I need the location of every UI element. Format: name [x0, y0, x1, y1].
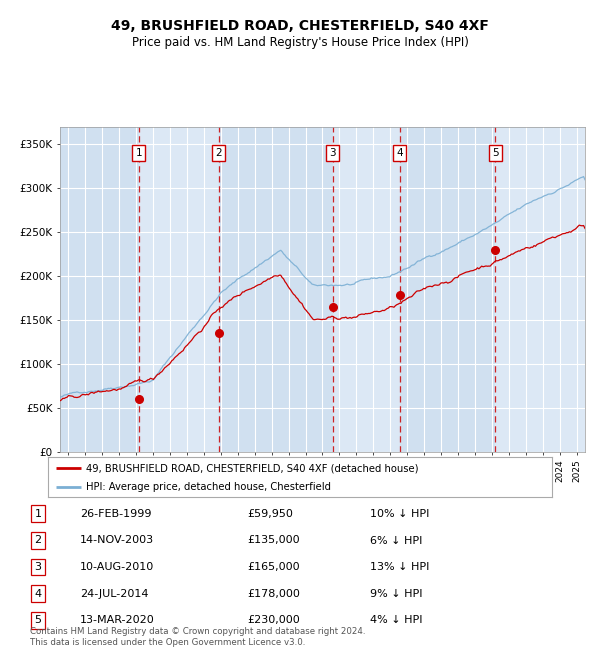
- Text: £165,000: £165,000: [247, 562, 300, 572]
- Text: 4: 4: [397, 148, 403, 158]
- Text: 3: 3: [34, 562, 41, 572]
- Text: 2: 2: [215, 148, 222, 158]
- Text: 10-AUG-2010: 10-AUG-2010: [80, 562, 154, 572]
- Text: 5: 5: [34, 616, 41, 625]
- Text: 6% ↓ HPI: 6% ↓ HPI: [370, 536, 422, 545]
- Text: £230,000: £230,000: [247, 616, 300, 625]
- Text: HPI: Average price, detached house, Chesterfield: HPI: Average price, detached house, Ches…: [86, 482, 331, 492]
- Bar: [60, 127, 139, 452]
- Bar: [139, 127, 218, 452]
- Text: 2: 2: [34, 536, 41, 545]
- Text: 26-FEB-1999: 26-FEB-1999: [80, 509, 151, 519]
- Text: 14-NOV-2003: 14-NOV-2003: [80, 536, 154, 545]
- Text: £178,000: £178,000: [247, 589, 300, 599]
- Text: 4% ↓ HPI: 4% ↓ HPI: [370, 616, 422, 625]
- Text: 3: 3: [329, 148, 336, 158]
- Bar: [495, 127, 585, 452]
- Text: £59,950: £59,950: [247, 509, 293, 519]
- Bar: [333, 127, 400, 452]
- Text: 49, BRUSHFIELD ROAD, CHESTERFIELD, S40 4XF: 49, BRUSHFIELD ROAD, CHESTERFIELD, S40 4…: [111, 20, 489, 34]
- Text: 13-MAR-2020: 13-MAR-2020: [80, 616, 155, 625]
- Text: 49, BRUSHFIELD ROAD, CHESTERFIELD, S40 4XF (detached house): 49, BRUSHFIELD ROAD, CHESTERFIELD, S40 4…: [86, 463, 418, 473]
- Text: 1: 1: [136, 148, 142, 158]
- Text: 5: 5: [492, 148, 499, 158]
- Text: 1: 1: [34, 509, 41, 519]
- Text: Contains HM Land Registry data © Crown copyright and database right 2024.
This d: Contains HM Land Registry data © Crown c…: [30, 627, 365, 647]
- Bar: [400, 127, 495, 452]
- Text: 13% ↓ HPI: 13% ↓ HPI: [370, 562, 430, 572]
- Text: 24-JUL-2014: 24-JUL-2014: [80, 589, 148, 599]
- Text: 9% ↓ HPI: 9% ↓ HPI: [370, 589, 422, 599]
- Text: £135,000: £135,000: [247, 536, 300, 545]
- Text: 4: 4: [34, 589, 41, 599]
- Text: 10% ↓ HPI: 10% ↓ HPI: [370, 509, 430, 519]
- Bar: [218, 127, 333, 452]
- Text: Price paid vs. HM Land Registry's House Price Index (HPI): Price paid vs. HM Land Registry's House …: [131, 36, 469, 49]
